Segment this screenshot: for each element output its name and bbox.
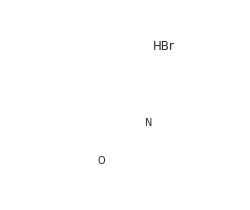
Text: HBr: HBr (152, 40, 174, 53)
Text: O: O (97, 156, 104, 166)
Text: N: N (144, 118, 152, 128)
